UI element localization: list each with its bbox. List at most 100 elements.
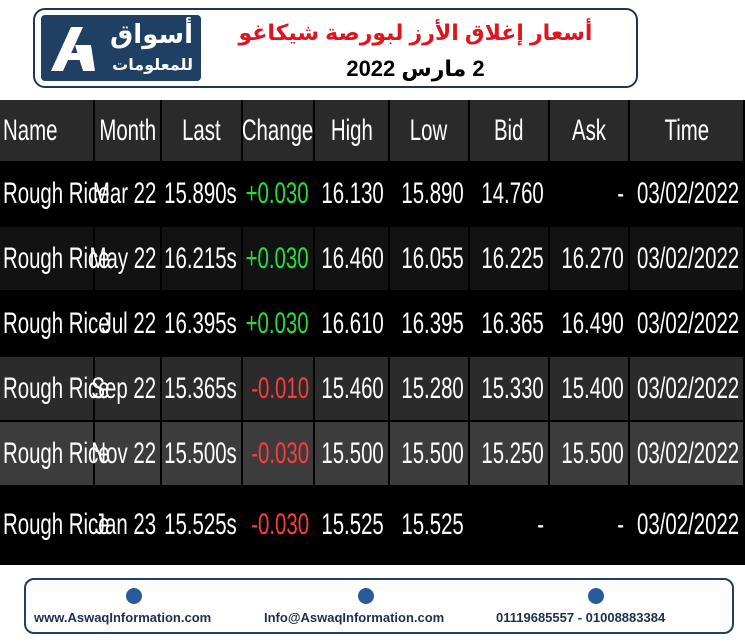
table-cell: -	[550, 487, 630, 563]
price-table: Name Month Last Change High Low Bid Ask Time Roug…	[0, 100, 745, 565]
cell-text: Sep 22	[91, 371, 156, 405]
table-cell: 16.460	[315, 227, 390, 290]
cell-text: Rough Rice	[3, 436, 110, 470]
table-cell: 15.890s	[162, 163, 243, 225]
cell-text: -0.030	[251, 508, 309, 541]
title: أسعار إغلاق الأرز لبورصة شيكاغو	[238, 20, 593, 45]
logo-text: أسواق	[110, 19, 193, 49]
table-cell: Jan 23	[95, 487, 162, 563]
table-cell: 15.525	[315, 487, 390, 563]
cell-text: Ask	[571, 113, 606, 147]
cell-text: Rough Rice	[3, 177, 110, 210]
column-header: Change	[242, 100, 315, 161]
cell-text: 16.225	[481, 241, 544, 275]
table-cell: 16.395	[390, 292, 470, 355]
cell-text: 15.500	[321, 436, 384, 470]
cell-text: Rough Rice	[3, 371, 110, 405]
date: 2 مارس 2022	[346, 56, 485, 81]
table-cell: 15.250	[470, 422, 550, 485]
website: www.AswaqInformation.com	[34, 610, 212, 625]
column-header: Last	[162, 100, 243, 161]
cell-text: Rough Rice	[3, 241, 110, 275]
cell-text: 15.400	[561, 371, 624, 405]
cell-text: -	[537, 508, 544, 541]
cell-text: 15.525s	[164, 508, 237, 541]
table-cell: 03/02/2022	[630, 357, 745, 420]
table-cell: 03/02/2022	[630, 292, 745, 355]
table-cell: 15.500	[315, 422, 390, 485]
table-cell: -0.010	[243, 357, 315, 420]
cell-text: 14.760	[481, 177, 544, 210]
phones: 01119685557 - 01008883384	[496, 610, 666, 625]
table-cell: 15.280	[390, 357, 470, 420]
column-header: Low	[390, 100, 470, 161]
table-cell: 15.525	[390, 487, 470, 563]
logo: أسواق للمعلومات	[41, 15, 201, 81]
table-cell: Sep 22	[91, 357, 162, 420]
cell-text: 15.525	[321, 508, 384, 541]
cell-text: 03/02/2022	[636, 436, 739, 470]
cell-text: May 22	[89, 241, 156, 275]
table-cell: 16.270	[550, 227, 630, 290]
cell-text: 15.890s	[164, 177, 237, 210]
cell-text: Low	[410, 113, 448, 147]
cell-text: 15.460	[321, 371, 384, 405]
table-cell: 16.130	[315, 163, 390, 225]
cell-text: 15.525	[401, 508, 464, 541]
cell-text: 16.270	[561, 241, 624, 275]
table-cell: -0.030	[243, 422, 315, 485]
table-row: Rough Rice Nov 22 15.500s -0.030 15.500 15.50…	[0, 422, 745, 485]
column-header: Time	[630, 100, 745, 161]
table-cell: -	[550, 163, 630, 225]
cell-text: Rough Rice	[3, 508, 110, 541]
table-cell: Rough Rice	[0, 163, 110, 225]
cell-text: -0.010	[251, 371, 309, 405]
cell-text: 15.500	[561, 436, 624, 470]
table-cell: 16.225	[470, 227, 550, 290]
column-header: Ask	[550, 100, 630, 161]
table-cell: +0.030	[243, 292, 315, 355]
logo-mark	[51, 27, 95, 71]
table-cell: 15.500s	[162, 422, 243, 485]
header-row: Name Month Last Change High Low Bid Ask Time	[0, 100, 745, 161]
table-cell: 14.760	[470, 163, 550, 225]
cell-text: +0.030	[246, 177, 309, 210]
table-row: Rough Rice Jan 23 15.525s -0.030 15.525 15.52…	[0, 487, 745, 563]
table-cell: 03/02/2022	[630, 487, 745, 563]
table-cell: 15.400	[550, 357, 630, 420]
table-cell: Rough Rice	[0, 422, 110, 485]
table-cell: Jul 22	[95, 292, 162, 355]
table-cell: 15.500	[390, 422, 470, 485]
cell-text: Rough Rice	[3, 306, 110, 340]
table-cell: -0.030	[243, 487, 315, 563]
cell-text: Name	[3, 113, 58, 147]
table-cell: 03/02/2022	[630, 163, 745, 225]
table-cell: +0.030	[243, 163, 315, 225]
cell-text: 03/02/2022	[636, 241, 739, 275]
table-cell: Rough Rice	[0, 357, 110, 420]
table-cell: 15.890	[390, 163, 470, 225]
cell-text: 15.280	[401, 371, 464, 405]
cell-text: 16.395s	[164, 306, 237, 340]
cell-text: Time	[664, 113, 709, 147]
cell-text: 15.330	[481, 371, 544, 405]
cell-text: 16.365	[481, 306, 544, 340]
cell-text: Month	[99, 113, 156, 147]
column-header: Bid	[470, 100, 550, 161]
cell-text: Mar 22	[92, 177, 156, 210]
cell-text: 16.055	[401, 241, 464, 275]
table-cell: Nov 22	[91, 422, 162, 485]
cell-text: +0.030	[246, 241, 309, 275]
cell-text: 03/02/2022	[636, 508, 739, 541]
logo-subtext: للمعلومات	[112, 57, 193, 74]
table-cell: 15.500	[550, 422, 630, 485]
column-header: Month	[95, 100, 162, 161]
email: Info@AswaqInformation.com	[264, 610, 445, 625]
cell-text: 16.610	[321, 306, 384, 340]
table-cell: Rough Rice	[0, 487, 110, 563]
cell-text: 03/02/2022	[636, 371, 739, 405]
header: أسواق للمعلومات أسعار إغلاق الأرز لبورصة…	[33, 8, 638, 88]
table-cell: -	[470, 487, 550, 563]
cell-text: 16.490	[561, 306, 624, 340]
